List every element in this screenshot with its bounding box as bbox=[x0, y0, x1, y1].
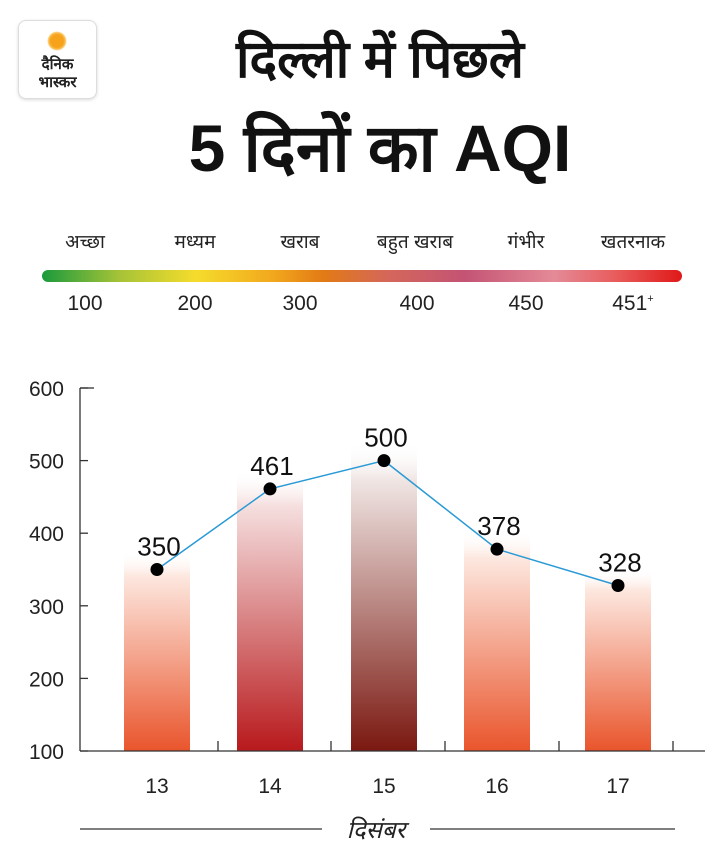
scale-label-poor: खराब bbox=[280, 232, 320, 253]
bar-14 bbox=[237, 470, 303, 751]
y-tick-label: 600 bbox=[29, 378, 64, 401]
bar-15 bbox=[351, 442, 417, 751]
scale-value: 451 bbox=[612, 292, 648, 315]
scale-label-severe: गंभीर bbox=[507, 232, 545, 253]
bar-16 bbox=[464, 531, 530, 751]
data-label: 350 bbox=[137, 532, 180, 562]
dainik-bhaskar-logo: दैनिक भास्कर bbox=[18, 20, 97, 99]
data-point bbox=[377, 454, 391, 468]
scale-value: 300 bbox=[282, 292, 318, 315]
x-axis-title: दिसंबर bbox=[347, 816, 410, 844]
data-point bbox=[263, 482, 277, 496]
x-tick-label: 13 bbox=[145, 775, 168, 798]
y-tick-label: 400 bbox=[29, 523, 64, 546]
x-tick-label: 16 bbox=[485, 775, 508, 798]
sun-icon bbox=[47, 31, 67, 51]
data-point bbox=[611, 578, 625, 592]
data-label: 500 bbox=[364, 423, 407, 453]
bar-17 bbox=[585, 567, 651, 751]
y-tick-label: 200 bbox=[29, 668, 64, 691]
scale-value: 450 bbox=[508, 292, 544, 315]
scale-value: 400 bbox=[399, 292, 435, 315]
scale-value: 200 bbox=[177, 292, 213, 315]
data-point bbox=[490, 542, 504, 556]
data-label: 461 bbox=[250, 451, 293, 481]
scale-label-hazardous: खतरनाक bbox=[600, 232, 666, 253]
y-tick-label: 100 bbox=[29, 741, 64, 764]
logo-line1: दैनिक bbox=[41, 56, 74, 73]
title-line1: दिल्ली में पिछले bbox=[236, 31, 524, 89]
x-tick-label: 17 bbox=[606, 775, 629, 798]
y-tick-label: 300 bbox=[29, 596, 64, 619]
scale-value-hazardous: 451+ bbox=[612, 292, 653, 316]
scale-label-moderate: मध्यम bbox=[174, 232, 216, 253]
x-tick-label: 15 bbox=[372, 775, 395, 798]
aqi-color-scale bbox=[42, 270, 682, 282]
scale-label-good: अच्छा bbox=[65, 232, 105, 253]
scale-label-very-poor: बहुत खराब bbox=[376, 232, 454, 253]
plus-suffix: + bbox=[647, 293, 654, 305]
x-tick-label: 14 bbox=[258, 775, 282, 798]
data-point bbox=[150, 563, 164, 576]
data-label: 328 bbox=[598, 547, 641, 577]
logo-line2: भास्कर bbox=[38, 74, 77, 91]
data-label: 378 bbox=[477, 511, 520, 541]
title-line2: 5 दिनों का AQI bbox=[188, 111, 572, 185]
y-tick-label: 500 bbox=[29, 451, 64, 474]
scale-value: 100 bbox=[67, 292, 103, 315]
bar-13 bbox=[124, 551, 190, 751]
